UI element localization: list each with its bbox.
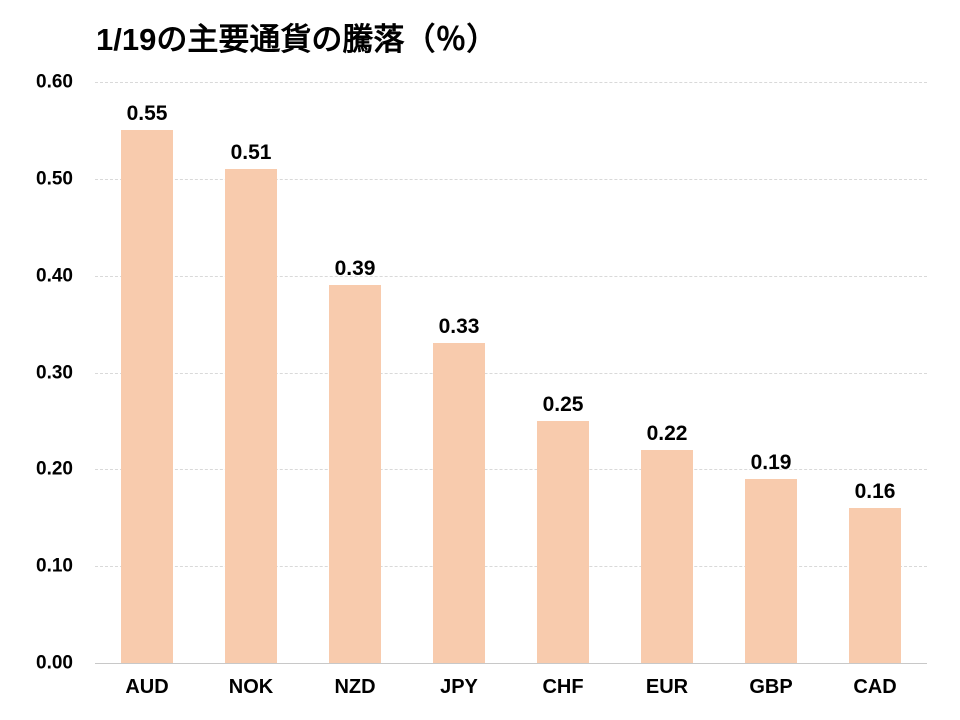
y-tick-label: 0.40 <box>36 265 73 287</box>
y-gridline <box>95 179 927 180</box>
bar-value-label: 0.16 <box>854 480 896 503</box>
y-gridline <box>95 373 927 374</box>
y-tick-label: 0.60 <box>36 71 73 93</box>
x-category-label: GBP <box>749 676 793 698</box>
y-gridline <box>95 82 927 83</box>
x-category-label: AUD <box>125 676 169 698</box>
y-tick-label: 0.00 <box>36 652 73 674</box>
x-category-label: NZD <box>334 676 376 698</box>
x-category-label: EUR <box>645 676 689 698</box>
bar-value-label: 0.25 <box>542 393 584 416</box>
bar-value-label: 0.22 <box>646 422 688 445</box>
bar <box>849 508 901 663</box>
chart-title: 1/19の主要通貨の騰落（％） <box>96 22 498 57</box>
bar-value-label: 0.33 <box>438 315 480 338</box>
y-tick-label: 0.20 <box>36 458 73 480</box>
bar <box>433 343 485 663</box>
y-gridline <box>95 566 927 567</box>
plot-area: 0.00 0.10 0.20 0.30 0.40 0.50 0.60 0.55 AUD 0.51 N… <box>36 73 927 697</box>
bar <box>745 479 797 663</box>
bar <box>537 421 589 663</box>
bar-value-label: 0.55 <box>126 102 168 125</box>
y-tick-label: 0.30 <box>36 362 73 384</box>
x-axis-line <box>95 663 927 664</box>
y-gridline <box>95 276 927 277</box>
x-category-label: CAD <box>853 676 897 698</box>
bar <box>121 130 173 663</box>
bar-value-label: 0.51 <box>230 141 272 164</box>
x-category-label: NOK <box>228 676 274 698</box>
y-tick-label: 0.50 <box>36 168 73 190</box>
x-category-label: CHF <box>542 676 584 698</box>
bar <box>329 285 381 663</box>
x-category-label: JPY <box>440 676 478 698</box>
bar <box>225 169 277 663</box>
bar-value-label: 0.39 <box>334 257 376 280</box>
y-tick-label: 0.10 <box>36 555 73 577</box>
bar-value-label: 0.19 <box>750 451 792 474</box>
bar <box>641 450 693 663</box>
y-gridline <box>95 469 927 470</box>
